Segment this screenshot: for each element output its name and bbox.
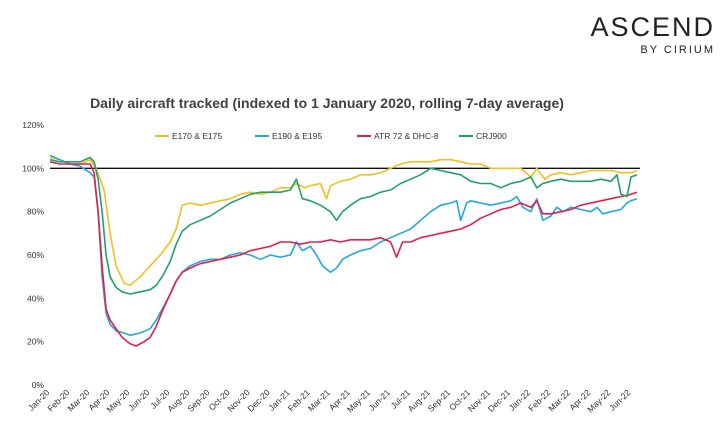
x-tick-label: Dec-20 (245, 387, 272, 414)
series-line-e170-e175 (49, 156, 638, 287)
legend-label: E190 & E195 (272, 131, 322, 141)
y-tick-label: 20% (27, 337, 44, 347)
legend-label: E170 & E175 (172, 131, 222, 141)
x-tick-label: Jun-20 (126, 387, 152, 413)
series-line-e190-e195 (49, 154, 638, 336)
legend-label: CRJ900 (476, 131, 507, 141)
x-axis: Jan-20Feb-20Mar-20Apr-20May-20Jun-20Jul-… (26, 387, 633, 414)
y-tick-label: 80% (27, 207, 44, 217)
series-lines (49, 154, 638, 347)
x-tick-label: Dec-21 (486, 387, 513, 414)
y-tick-label: 120% (22, 120, 44, 130)
y-tick-label: 0% (32, 380, 45, 390)
legend-label: ATR 72 & DHC-8 (374, 131, 439, 141)
series-line-atr-72-dhc-8 (49, 161, 638, 347)
y-tick-label: 100% (22, 163, 44, 173)
x-tick-label: May-22 (585, 387, 612, 414)
series-line-crj900 (49, 156, 638, 295)
brand-logo: ASCEND BY CIRIUM (590, 12, 715, 56)
x-tick-label: Jun-22 (607, 387, 633, 413)
chart-title: Daily aircraft tracked (indexed to 1 Jan… (90, 95, 564, 111)
brand-subtitle: BY CIRIUM (640, 44, 715, 56)
x-tick-label: Jun-21 (367, 387, 393, 413)
x-tick-label: May-21 (345, 387, 372, 414)
x-tick-label: Sep-21 (426, 387, 453, 414)
x-tick-label: Mar-21 (306, 387, 332, 413)
x-tick-label: Mar-20 (65, 387, 91, 413)
x-tick-label: May-20 (104, 387, 131, 414)
y-axis: 0% 20% 40% 60% 80% 100% 120% (22, 120, 44, 390)
x-tick-label: Sep-20 (185, 387, 212, 414)
brand-name: ASCEND (590, 12, 715, 42)
y-tick-label: 60% (27, 250, 44, 260)
x-tick-label: Mar-22 (546, 387, 572, 413)
y-tick-label: 40% (27, 293, 44, 303)
chart-legend: E170 & E175 E190 & E195 ATR 72 & DHC-8 CRJ9… (155, 131, 507, 141)
